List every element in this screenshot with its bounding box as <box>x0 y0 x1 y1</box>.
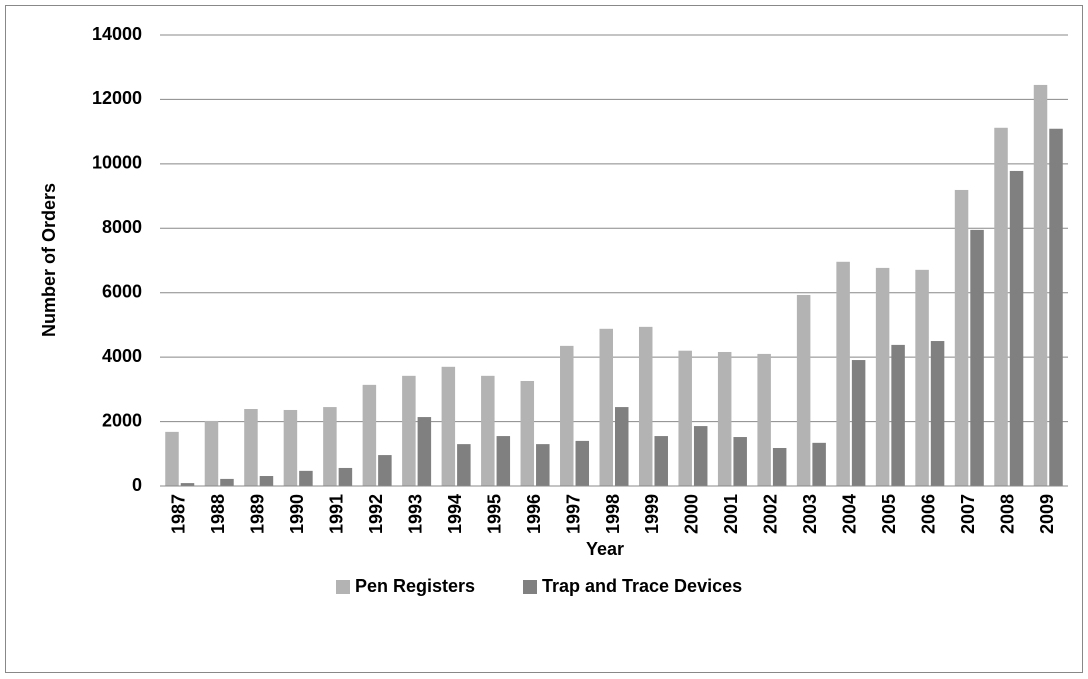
bar <box>970 229 984 486</box>
x-tick-label: 1996 <box>524 494 544 534</box>
bar <box>283 409 298 486</box>
y-tick-label: 14000 <box>92 24 142 44</box>
bar <box>930 341 945 486</box>
bar <box>457 444 471 486</box>
legend-label: Trap and Trace Devices <box>542 576 742 596</box>
x-tick-label: 2009 <box>1037 494 1057 534</box>
bar <box>520 380 535 486</box>
legend-swatch <box>523 580 537 594</box>
bar <box>796 294 811 486</box>
x-axis-title: Year <box>586 539 624 559</box>
x-tick-label: 1993 <box>405 494 425 534</box>
y-axis-title: Number of Orders <box>39 183 59 337</box>
bar <box>693 426 708 486</box>
x-tick-label: 1998 <box>603 494 623 534</box>
bar <box>615 407 629 486</box>
bar <box>259 476 274 486</box>
legend-label: Pen Registers <box>355 576 475 596</box>
bar <box>717 351 732 486</box>
y-tick-label: 4000 <box>102 346 142 366</box>
bar <box>757 353 771 486</box>
bar <box>836 261 850 486</box>
bar <box>323 407 337 486</box>
y-tick-label: 2000 <box>102 410 142 430</box>
x-tick-label: 1987 <box>168 494 188 534</box>
bar <box>772 447 787 486</box>
bar <box>180 483 195 486</box>
x-tick-label: 1988 <box>208 494 228 534</box>
bar <box>891 344 905 486</box>
bar <box>915 269 929 486</box>
bar <box>954 189 969 486</box>
bar <box>599 328 613 486</box>
x-tick-label: 2006 <box>919 494 939 534</box>
legend-swatch <box>336 580 350 594</box>
bar <box>481 375 495 486</box>
y-tick-label: 8000 <box>102 217 142 237</box>
x-tick-label: 2002 <box>761 494 781 534</box>
bar <box>362 384 377 486</box>
x-tick-label: 2000 <box>682 494 702 534</box>
x-tick-label: 2001 <box>721 494 741 534</box>
bar <box>575 440 590 486</box>
x-tick-label: 1994 <box>445 494 465 534</box>
x-tick-label: 1990 <box>287 494 307 534</box>
bar <box>536 444 550 486</box>
bar <box>1033 84 1048 487</box>
bar <box>338 467 353 486</box>
y-tick-label: 0 <box>132 475 142 495</box>
x-tick-label: 2007 <box>958 494 978 534</box>
bar <box>244 409 258 486</box>
bar <box>638 326 653 486</box>
bar <box>165 431 179 486</box>
bar <box>204 420 219 486</box>
bar <box>220 478 234 486</box>
bar <box>678 350 692 486</box>
x-tick-label: 1989 <box>247 494 267 534</box>
bar <box>1009 170 1024 487</box>
bar <box>654 436 668 486</box>
bar <box>994 127 1008 486</box>
chart-border <box>5 5 1083 673</box>
x-tick-label: 2003 <box>800 494 820 534</box>
bar <box>441 366 456 486</box>
bar <box>1049 128 1063 486</box>
bar <box>733 437 747 486</box>
bar <box>812 442 826 486</box>
bar <box>378 455 392 486</box>
x-tick-label: 2004 <box>840 494 860 534</box>
bar <box>402 375 416 486</box>
x-tick-label: 1999 <box>642 494 662 534</box>
x-tick-label: 1991 <box>326 494 346 534</box>
bar <box>851 360 866 486</box>
bar <box>875 267 890 486</box>
y-tick-label: 6000 <box>102 281 142 301</box>
x-tick-label: 2008 <box>998 494 1018 534</box>
bar <box>417 417 432 486</box>
x-tick-label: 1997 <box>563 494 583 534</box>
bar <box>560 345 574 486</box>
y-tick-label: 10000 <box>92 153 142 173</box>
x-tick-label: 1995 <box>484 494 504 534</box>
x-tick-label: 2005 <box>879 494 899 534</box>
bar <box>299 470 313 486</box>
bar <box>496 436 511 486</box>
y-tick-label: 12000 <box>92 88 142 108</box>
x-tick-label: 1992 <box>366 494 386 534</box>
